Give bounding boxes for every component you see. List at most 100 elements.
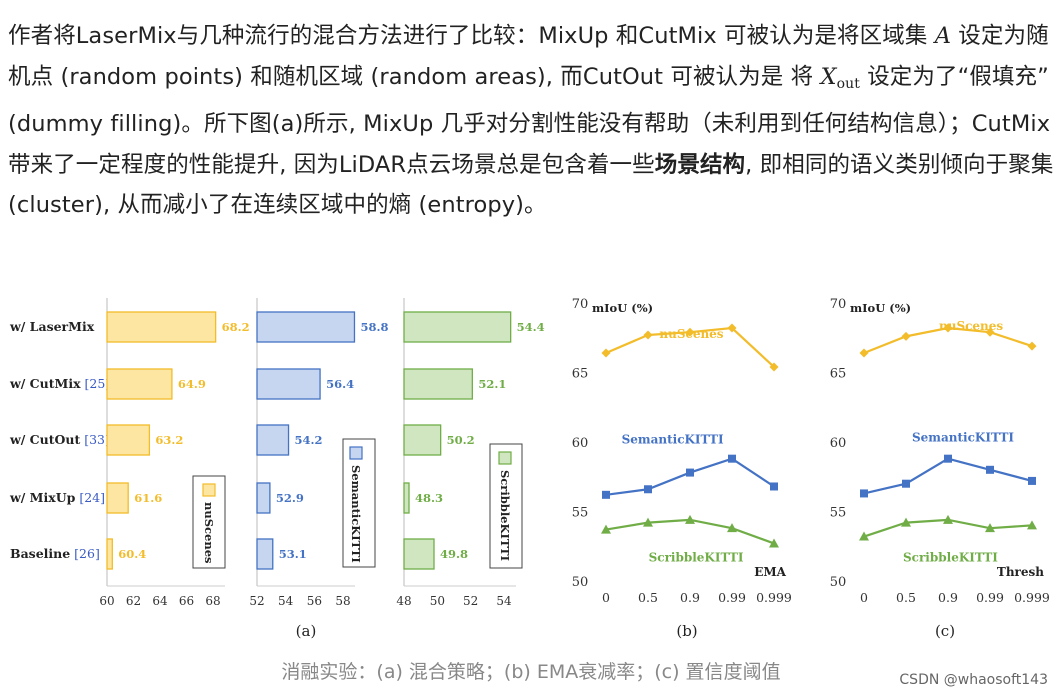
panel-c-y-axis-title: mIoU (%) [850, 301, 911, 315]
panel-b-y-tick-label: 50 [572, 575, 589, 590]
panel-b-semantickitti-point [770, 482, 778, 491]
nuscenes-bar [106, 311, 217, 343]
panel-b-x-tick-label: 0.99 [718, 590, 746, 605]
scribblekitti-tick-label: 52 [463, 594, 478, 608]
nuscenes-bar [106, 538, 113, 570]
semantickitti-bar-value: 58.8 [360, 320, 388, 334]
panel-c-semantickitti-label: SemanticKITTI [912, 430, 1014, 444]
semantickitti-legend-box [342, 438, 376, 568]
panel-b-x-tick-label: 0 [602, 590, 610, 605]
paragraph-text-2: 设定为随机点 (random points) 和随机区域 (random are… [8, 23, 1049, 90]
body-paragraph: 作者将LaserMix与几种流行的混合方法进行了比较：MixUp 和CutMix… [8, 16, 1054, 226]
panel-c-nuscenes-label: nuScenes [939, 319, 1003, 333]
citation: [33] [80, 432, 110, 447]
bold-term: 场景结构 [654, 151, 746, 178]
panel-c-nuscenes-point [859, 348, 869, 358]
semantickitti-bar [256, 538, 274, 570]
category-label-baseline: Baseline [26] [10, 546, 100, 561]
citation: [25] [81, 376, 111, 391]
scribblekitti-bar-value: 50.2 [447, 433, 475, 447]
panel-b-y-tick-label: 60 [572, 436, 589, 451]
scribblekitti-bar-value: 49.8 [440, 547, 468, 561]
panel-c-label: (c) [935, 622, 955, 640]
panel-c-scribblekitti-point [859, 531, 869, 541]
paragraph-text-4: , 即相同的语义类别倾向于聚集 (cluster), 从而减小了在连续区域中的熵… [8, 151, 1054, 219]
panel-b-semantickitti-point [602, 490, 610, 499]
panel-b-semantickitti-point [686, 468, 694, 477]
nuscenes-bar [106, 424, 151, 456]
category-name: w/ CutMix [9, 376, 81, 391]
semantickitti-tick-label: 52 [249, 594, 264, 608]
nuscenes-bar-value: 61.6 [134, 491, 162, 505]
semantickitti-bar [256, 424, 290, 456]
panel-b-x-tick-label: 0.999 [756, 590, 792, 605]
panel-c-x-axis-title: Thresh [997, 565, 1044, 579]
semantickitti-legend-label: SemanticKITTI [349, 465, 363, 563]
panel-b-scribblekitti-point [643, 517, 653, 527]
panel-b-x-axis-title: EMA [754, 565, 786, 579]
category-label-w-cutout: w/ CutOut [33] [9, 432, 110, 447]
panel-c-nuscenes-point [985, 327, 995, 337]
semantickitti-bar-value: 52.9 [276, 491, 304, 505]
panel-b-scribblekitti-point [727, 523, 737, 533]
semantickitti-bar [256, 368, 321, 400]
nuscenes-tick-label: 60 [99, 594, 114, 608]
panel-b-scribblekitti-point [685, 514, 695, 524]
citation: [26] [70, 546, 100, 561]
nuscenes-legend-swatch [202, 483, 216, 497]
semantickitti-bar-value: 54.2 [295, 433, 323, 447]
panel-b-nuscenes-point [643, 330, 653, 340]
scribblekitti-legend-box [489, 443, 523, 569]
math-symbol-x: X [820, 63, 837, 90]
panel-c-nuscenes-point [943, 323, 953, 333]
paragraph-text-1: 作者将LaserMix与几种流行的混合方法进行了比较：MixUp 和CutMix… [8, 23, 935, 49]
panel-b-label: (b) [676, 622, 697, 640]
panel-c-y-tick-label: 70 [830, 297, 847, 312]
panel-b-y-tick-label: 55 [572, 506, 589, 521]
panel-c-semantickitti-point [860, 489, 868, 498]
panel-b-x-tick-label: 0.9 [680, 590, 700, 605]
panel-c-scribblekitti-point [943, 514, 953, 524]
nuscenes-bar-value: 63.2 [155, 433, 183, 447]
category-label-w-mixup: w/ MixUp [24] [9, 490, 105, 505]
nuscenes-tick-label: 62 [126, 594, 141, 608]
semantickitti-bar [256, 482, 271, 514]
semantickitti-bar-value: 56.4 [326, 377, 354, 391]
nuscenes-legend-label: nuScenes [202, 502, 216, 564]
semantickitti-bar [256, 311, 356, 343]
category-name: w/ MixUp [9, 490, 76, 505]
category-name: w/ CutOut [9, 432, 80, 447]
category-name: w/ LaserMix [9, 319, 95, 334]
semantickitti-tick-label: 54 [278, 594, 294, 608]
scribblekitti-bar [403, 482, 410, 514]
panel-b-x-tick-label: 0.5 [638, 590, 658, 605]
scribblekitti-bar [403, 368, 473, 400]
figure-caption: 消融实验：(a) 混合策略；(b) EMA衰减率；(c) 置信度阈值 [281, 661, 781, 683]
nuscenes-tick-label: 66 [179, 594, 194, 608]
panel-c-scribblekitti-point [985, 523, 995, 533]
panel-b-semantickitti-line [605, 457, 775, 496]
panel-c-x-tick-label: 0.9 [938, 590, 958, 605]
semantickitti-legend-swatch [349, 446, 363, 460]
category-label-w-cutmix: w/ CutMix [25] [9, 376, 110, 391]
semantickitti-tick-label: 56 [307, 594, 322, 608]
nuscenes-tick-label: 68 [205, 594, 220, 608]
scribblekitti-bar-value: 48.3 [415, 491, 443, 505]
scribblekitti-bar-value: 54.4 [517, 320, 545, 334]
nuscenes-bar-value: 64.9 [178, 377, 206, 391]
panel-b-y-tick-label: 70 [572, 297, 589, 312]
panel-a-label: (a) [296, 622, 317, 640]
nuscenes-tick-label: 64 [152, 594, 168, 608]
scribblekitti-legend-swatch [498, 451, 512, 465]
math-subscript-out: out [836, 75, 860, 92]
panel-c-nuscenes-point [901, 331, 911, 341]
panel-b-y-tick-label: 65 [572, 367, 589, 382]
panel-c-semantickitti-point [944, 454, 952, 463]
panel-c-nuscenes-point [1027, 341, 1037, 351]
panel-b-scribblekitti-point [769, 538, 779, 548]
panel-b-semantickitti-point [728, 454, 736, 463]
panel-b-nuscenes-label: nuScenes [659, 327, 723, 341]
semantickitti-bar-value: 53.1 [279, 547, 307, 561]
scribblekitti-bar [403, 424, 442, 456]
